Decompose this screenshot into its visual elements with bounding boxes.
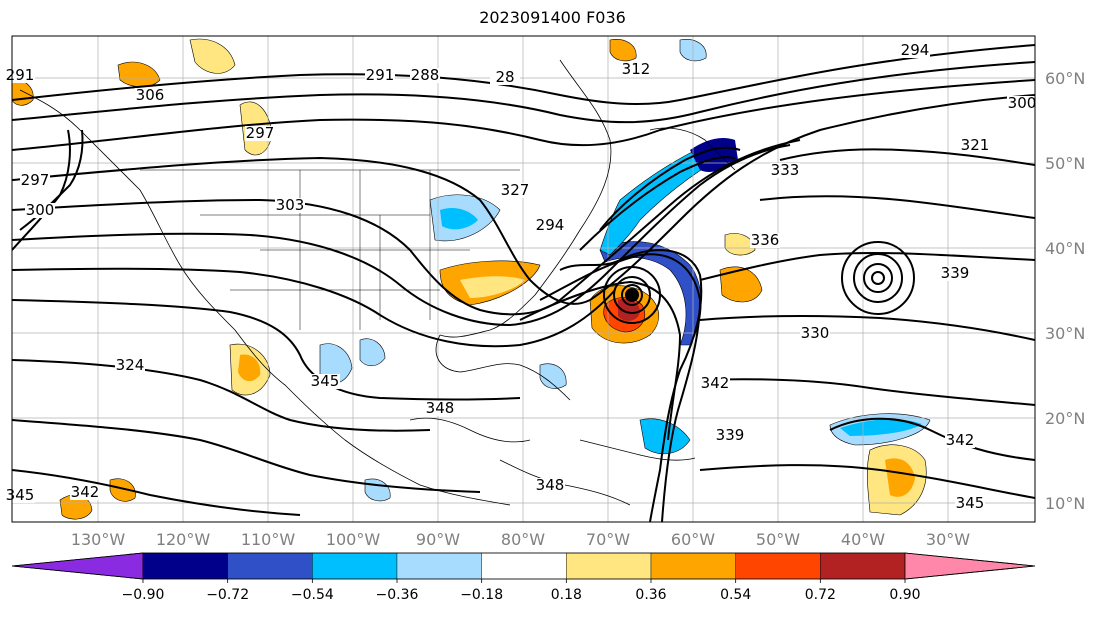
contour-label: 324 [116,356,145,374]
contour-label: 345 [311,372,340,390]
colorbar-tick-label: −0.90 [122,587,165,603]
contour-label: 339 [716,426,745,444]
colorbar-extend-max [904,552,1036,580]
contour-label: 300 [26,201,55,219]
longitude-label: 120°W [156,530,211,549]
political-borders [140,169,520,330]
contour-label: 321 [961,136,990,154]
contour-label: 330 [801,324,830,342]
contour-label: 339 [941,264,970,282]
contour-label: 348 [536,476,565,494]
colorbar-segment [227,552,313,580]
longitude-label: 40°W [841,530,885,549]
longitude-label: 80°W [501,530,545,549]
contour-label: 294 [901,41,930,59]
colorbar-segment [735,552,821,580]
latitude-label: 10°N [1045,494,1085,513]
contour-label: 312 [622,60,651,78]
contour-label: 327 [501,181,530,199]
map-frame [11,35,1036,523]
contour-label: 288 [411,66,440,84]
longitude-label: 60°W [671,530,715,549]
colorbar-tick-label: −0.36 [376,587,419,603]
colorbar-tick-label: 0.54 [720,587,751,603]
colorbar [11,552,1036,580]
colorbar-tick-labels: −0.90 −0.72 −0.54 −0.36 −0.18 0.18 0.36 0.54 0.7… [122,579,921,603]
contour-label-layer: 294 291 288 28 312 306 297 300 321 303 327 333 336 33… [5,41,1037,512]
longitude-label: 100°W [326,530,381,549]
contour-label: 342 [701,374,730,392]
longitude-label: 70°W [586,530,630,549]
colorbar-segment [396,552,482,580]
longitude-label: 110°W [241,530,296,549]
colorbar-tick-label: −0.72 [206,587,249,603]
contour-label: 28 [495,68,514,86]
map-title: 2023091400 F036 [479,8,626,27]
latitude-labels: 60°N 50°N 40°N 30°N 20°N 10°N [1045,69,1085,513]
latitude-label: 50°N [1045,154,1085,173]
colorbar-tick-label: 0.90 [889,587,920,603]
contour-lines [12,44,1035,522]
contour-label: 303 [276,196,305,214]
contour-label: 300 [1008,94,1037,112]
contour-label: 297 [246,124,275,142]
longitude-label: 50°W [756,530,800,549]
colorbar-tick-label: 0.36 [635,587,666,603]
longitude-labels: 130°W 120°W 110°W 100°W 90°W 80°W 70°W 60°W 50°W… [71,530,970,549]
cyclone-center-marker [625,288,639,302]
latitude-label: 60°N [1045,69,1085,88]
contour-label: 333 [771,161,800,179]
contour-label: 297 [21,171,50,189]
contour-label: 345 [6,486,35,504]
latitude-label: 40°N [1045,239,1085,258]
contour-label: 342 [946,431,975,449]
coastlines [19,59,736,506]
contour-label: 291 [366,66,395,84]
contour-label: 291 [6,66,35,84]
colorbar-tick-label: −0.54 [291,587,334,603]
contour-label: 345 [956,494,985,512]
colorbar-tick-label: 0.72 [805,587,836,603]
contour-label: 342 [71,483,100,501]
latitude-label: 30°N [1045,324,1085,343]
colorbar-segment [312,552,398,580]
longitude-label: 130°W [71,530,126,549]
colorbar-segment [650,552,736,580]
colorbar-extend-min [11,552,144,580]
colorbar-segment [481,552,567,580]
contour-label: 336 [751,231,780,249]
contour-label: 348 [426,399,455,417]
colorbar-tick-label: 0.18 [551,587,582,603]
colorbar-tick-label: −0.18 [460,587,503,603]
longitude-label: 90°W [416,530,460,549]
colorbar-segment [566,552,652,580]
contour-label: 306 [136,86,165,104]
colorbar-segment [142,552,228,580]
contour-label: 294 [536,216,565,234]
colorbar-segment [820,552,906,580]
longitude-label: 30°W [926,530,970,549]
latitude-label: 20°N [1045,409,1085,428]
